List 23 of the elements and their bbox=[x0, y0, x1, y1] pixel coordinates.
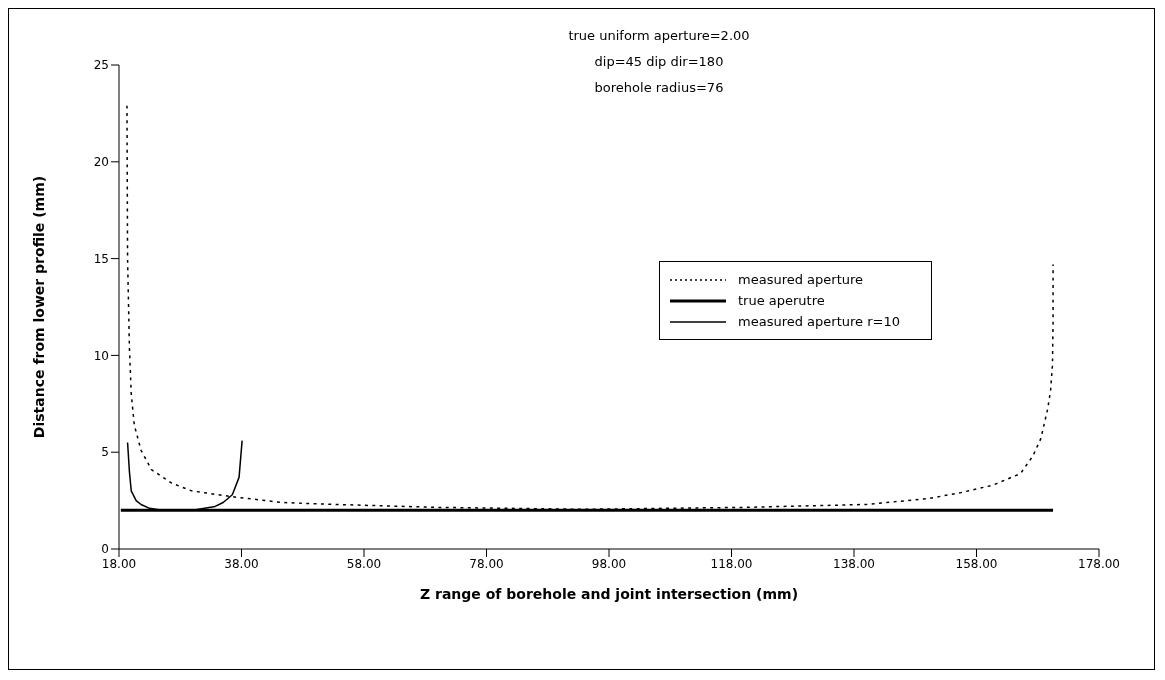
x-tick-label: 118.00 bbox=[710, 556, 753, 571]
annotation: dip=45 dip dir=180 bbox=[593, 53, 725, 71]
legend-label: measured aperture r=10 bbox=[738, 314, 900, 329]
y-tick-label: 20 bbox=[93, 155, 109, 170]
legend-label: measured aperture bbox=[738, 272, 864, 287]
x-tick-label: 98.00 bbox=[591, 556, 627, 571]
x-tick-label: 78.00 bbox=[469, 556, 504, 571]
x-tick-label: 38.00 bbox=[224, 556, 259, 571]
y-tick-label: 5 bbox=[101, 445, 109, 460]
x-tick-label: 58.00 bbox=[346, 556, 382, 571]
x-axis-title: Z range of borehole and joint intersection (mm) bbox=[419, 586, 799, 602]
y-tick-label: 15 bbox=[93, 251, 109, 266]
x-tick-label: 138.00 bbox=[833, 556, 875, 571]
x-tick-label: 18.00 bbox=[101, 556, 137, 571]
annotation: borehole radius=76 bbox=[593, 79, 725, 97]
y-tick-label: 10 bbox=[93, 348, 109, 363]
x-tick-label: 178.00 bbox=[1078, 556, 1120, 571]
x-tick-label: 158.00 bbox=[955, 556, 998, 571]
y-tick-label: 25 bbox=[93, 58, 109, 73]
y-tick-label: 0 bbox=[101, 542, 109, 557]
y-axis-title: Distance from lower profile (mm) bbox=[30, 175, 47, 439]
text: true uniform aperture=2.00 bbox=[567, 27, 751, 45]
legend-label: true aperutre bbox=[738, 293, 825, 308]
